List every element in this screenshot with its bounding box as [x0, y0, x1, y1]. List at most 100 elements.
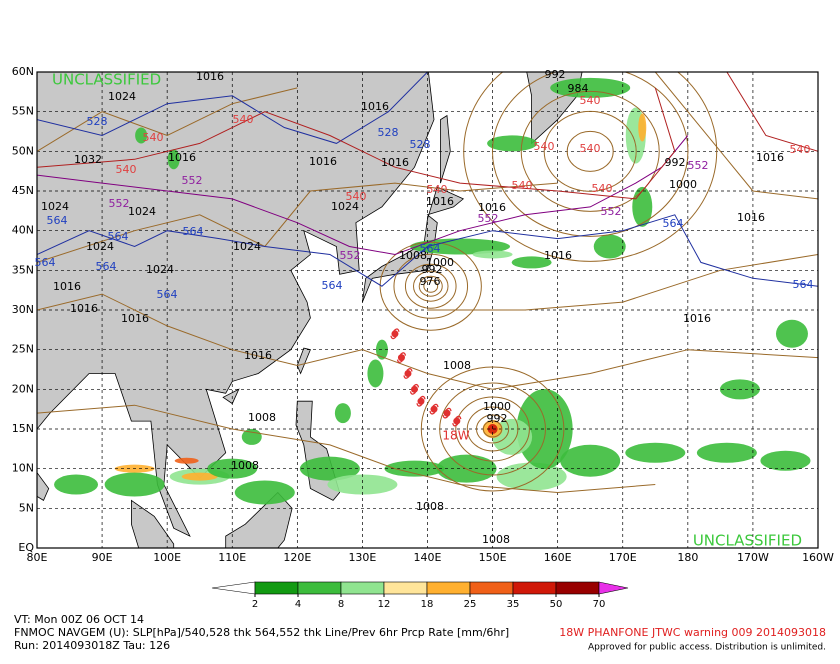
precip-area — [696, 442, 757, 463]
description: FNMOC NAVGEM (U): SLP[hPa]/540,528 thk 5… — [14, 626, 509, 639]
lon-label: 180 — [677, 551, 698, 564]
storm-symbol — [429, 403, 439, 415]
colorbar-label: 2 — [252, 599, 258, 610]
colorbar-label: 50 — [550, 599, 563, 610]
colorbar: 2 4 8 12 18 25 35 50 70 — [211, 581, 629, 610]
precip-area — [560, 444, 621, 477]
isobar — [654, 72, 818, 200]
isobar — [543, 110, 637, 192]
contour-label: 1008 — [248, 411, 276, 424]
contour-label: 984 — [568, 82, 589, 95]
lon-label: 160W — [802, 551, 834, 564]
map-frame — [36, 71, 819, 549]
contour-label: 992 — [422, 263, 443, 276]
contour-label: 1016 — [544, 249, 572, 262]
isobar — [423, 279, 439, 293]
contour-label: 540 — [233, 113, 254, 126]
contour-label: 564 — [183, 225, 204, 238]
precip-area — [181, 472, 218, 481]
contour-label: 540 — [580, 94, 601, 107]
contour-label: 564 — [793, 278, 814, 291]
approval: Approved for public access. Distribution… — [588, 643, 826, 653]
colorbar-label: 25 — [464, 599, 477, 610]
thickness-line — [37, 135, 689, 256]
storm-symbol — [453, 417, 461, 425]
precip-area — [54, 474, 99, 495]
precip-area — [632, 186, 653, 227]
lat-label: 15N — [12, 422, 34, 435]
contour-label: 552 — [601, 205, 622, 218]
storm-symbol — [396, 352, 407, 363]
run-info: Run: 2014093018Z Tau: 126 — [14, 639, 170, 652]
contour-label: 1024 — [233, 240, 261, 253]
isobar — [475, 414, 510, 444]
precip-area — [167, 149, 180, 170]
contour-label: 1032 — [74, 153, 102, 166]
contour-label: 992 — [545, 68, 566, 81]
lat-label: 20N — [12, 382, 34, 395]
contour-label: 1000 — [669, 178, 697, 191]
colorbar-segment — [555, 581, 600, 595]
precip-area — [516, 389, 573, 469]
contour-label: 1008 — [416, 500, 444, 513]
isobar — [379, 241, 482, 331]
contour-label: 564 — [322, 279, 343, 292]
land — [440, 114, 451, 184]
contour-label: 992 — [487, 412, 508, 425]
storm-symbol — [403, 368, 413, 379]
contour-label: 528 — [410, 138, 431, 151]
colorbar-label: 4 — [295, 599, 301, 610]
lon-label: 110E — [218, 551, 246, 564]
storm-symbol — [430, 405, 438, 413]
isobar — [566, 130, 614, 172]
contour-label: 1008 — [399, 249, 427, 262]
isobar — [466, 406, 519, 452]
precip-area — [327, 474, 398, 495]
contour-label: 1016 — [361, 100, 389, 113]
contour-label: 1016 — [737, 211, 765, 224]
thickness-line — [37, 72, 428, 144]
precip-area — [234, 480, 295, 505]
isobar — [463, 72, 718, 262]
isobar — [413, 270, 449, 302]
contour-label: 540 — [512, 179, 533, 192]
colorbar-label: 18 — [421, 599, 434, 610]
lat-label: 40N — [12, 224, 34, 237]
storm-label: 18W — [442, 429, 469, 443]
contour-label: 552 — [478, 212, 499, 225]
land — [37, 471, 50, 501]
contour-label: 540 — [116, 163, 137, 176]
isobar — [37, 404, 656, 494]
storm-symbol — [404, 369, 412, 377]
precip-area — [775, 319, 808, 348]
colorbar-label: 8 — [338, 599, 344, 610]
storm-symbol — [452, 415, 462, 427]
precip-area — [625, 442, 686, 463]
precip-area — [487, 135, 538, 152]
lat-label: 55N — [12, 105, 34, 118]
colorbar-segment — [340, 581, 385, 595]
isobar — [420, 366, 565, 492]
precip-area — [760, 450, 811, 471]
lat-label: 5N — [19, 501, 34, 514]
storm-symbol — [442, 407, 452, 419]
lon-label: 80E — [27, 551, 48, 564]
precip-area — [174, 457, 199, 464]
land — [222, 388, 240, 405]
valid-time: VT: Mon 00Z 06 OCT 14 — [14, 613, 144, 626]
colorbar-segment — [383, 581, 428, 595]
lon-label: 120E — [283, 551, 311, 564]
thickness-line — [726, 72, 818, 152]
contour-label: 540 — [427, 183, 448, 196]
lon-label: 150E — [479, 551, 507, 564]
contour-label: 1024 — [128, 205, 156, 218]
colorbar-label: 70 — [593, 599, 606, 610]
precip-area — [135, 127, 148, 144]
storm-symbol — [397, 354, 405, 362]
lat-label: 30N — [12, 303, 34, 316]
contour-label: 552 — [340, 249, 361, 262]
isobar — [439, 382, 546, 476]
colorbar-label: 35 — [507, 599, 520, 610]
precip-area — [299, 456, 360, 481]
colorbar-segment — [469, 581, 514, 595]
